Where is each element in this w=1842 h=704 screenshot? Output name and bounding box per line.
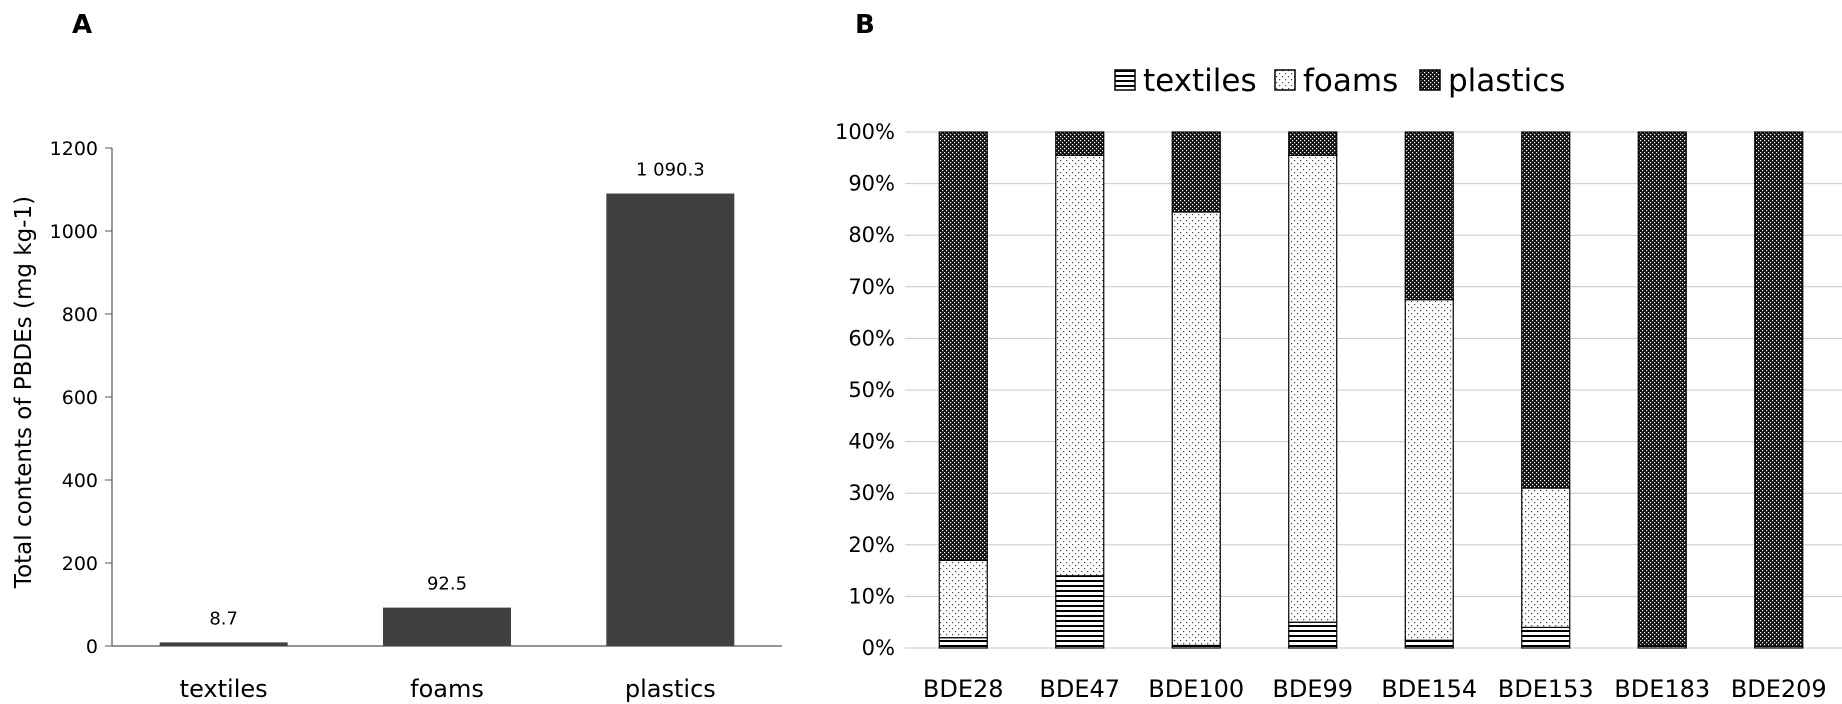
segment-foams <box>1404 299 1454 641</box>
x-tick-label-b: BDE209 <box>1731 675 1827 703</box>
y-tick-label-a: 1200 <box>50 138 98 160</box>
legend-label-textiles: textiles <box>1143 63 1257 99</box>
y-tick-label-b: 0% <box>862 636 895 660</box>
segment-plastics <box>1754 131 1804 648</box>
bar-a <box>383 607 511 646</box>
y-tick-label-b: 50% <box>848 378 895 402</box>
y-tick-label-b: 60% <box>848 326 895 350</box>
segment-textiles <box>1521 626 1571 649</box>
x-tick-label-b: BDE100 <box>1148 675 1244 703</box>
segment-textiles <box>1288 621 1338 649</box>
x-tick-label-b: BDE154 <box>1381 675 1477 703</box>
chart-b: 0% 10% 20% 30% 40% 50% 60% 70% 80% 90% 100% BDE28 BD… <box>835 63 1842 703</box>
segment-textiles <box>1404 639 1454 649</box>
bar-a <box>606 193 735 646</box>
y-axis-title-a: Total contents of PBDEs (mg kg-1) <box>11 196 37 589</box>
y-tick-label-a: 600 <box>62 387 98 409</box>
bar-a <box>159 642 288 646</box>
y-tick-label-a: 800 <box>62 304 98 326</box>
segment-plastics <box>1404 131 1454 301</box>
y-tick-label-a: 1000 <box>50 221 98 243</box>
legend-swatch-foams <box>1274 69 1296 91</box>
segment-plastics <box>1055 131 1105 156</box>
segment-plastics <box>1171 131 1221 213</box>
segment-plastics <box>1288 131 1338 156</box>
y-tick-label-a: 400 <box>62 470 98 492</box>
chart-a: 0 200 400 600 800 1000 1200 8.7 textiles 92.5 foam… <box>11 138 782 703</box>
legend-swatch-textiles <box>1114 69 1136 91</box>
y-tick-label-b: 100% <box>835 120 895 144</box>
y-tick-label-b: 80% <box>848 223 895 247</box>
segment-plastics <box>1521 131 1571 489</box>
legend-label-plastics: plastics <box>1448 63 1565 99</box>
legend-label-foams: foams <box>1303 63 1398 99</box>
x-tick-label-b: BDE47 <box>1039 675 1120 703</box>
legend-b: textiles foams plastics <box>1114 63 1565 99</box>
x-tick-label-b: BDE99 <box>1272 675 1353 703</box>
segment-plastics <box>938 131 988 561</box>
x-tick-label-a: plastics <box>625 675 716 703</box>
y-tick-label-b: 70% <box>848 275 895 299</box>
legend-swatch-plastics <box>1419 69 1441 91</box>
y-tick-label-b: 90% <box>848 172 895 196</box>
panel-b-label: B <box>855 10 875 40</box>
x-tick-label-b: BDE28 <box>923 675 1004 703</box>
x-tick-label-b: BDE153 <box>1498 675 1594 703</box>
data-label-a: 8.7 <box>209 608 238 629</box>
segment-textiles <box>938 637 988 649</box>
segment-plastics <box>1637 131 1687 647</box>
segment-foams <box>1171 211 1221 647</box>
y-tick-label-b: 20% <box>848 533 895 557</box>
y-tick-label-b: 30% <box>848 481 895 505</box>
segment-textiles <box>1055 575 1105 649</box>
x-tick-label-a: foams <box>410 675 484 703</box>
segment-foams <box>1055 154 1105 577</box>
x-tick-label-a: textiles <box>180 675 268 703</box>
x-tick-label-b: BDE183 <box>1614 675 1710 703</box>
y-tick-label-a: 0 <box>86 636 98 658</box>
y-tick-label-b: 10% <box>848 584 895 608</box>
y-tick-label-a: 200 <box>62 553 98 575</box>
segment-foams <box>938 559 988 639</box>
segment-foams <box>1288 154 1338 623</box>
y-tick-label-b: 40% <box>848 430 895 454</box>
data-label-a: 92.5 <box>427 574 467 595</box>
panel-a-label: A <box>72 10 93 40</box>
segment-foams <box>1521 487 1571 628</box>
data-label-a: 1 090.3 <box>636 160 705 181</box>
